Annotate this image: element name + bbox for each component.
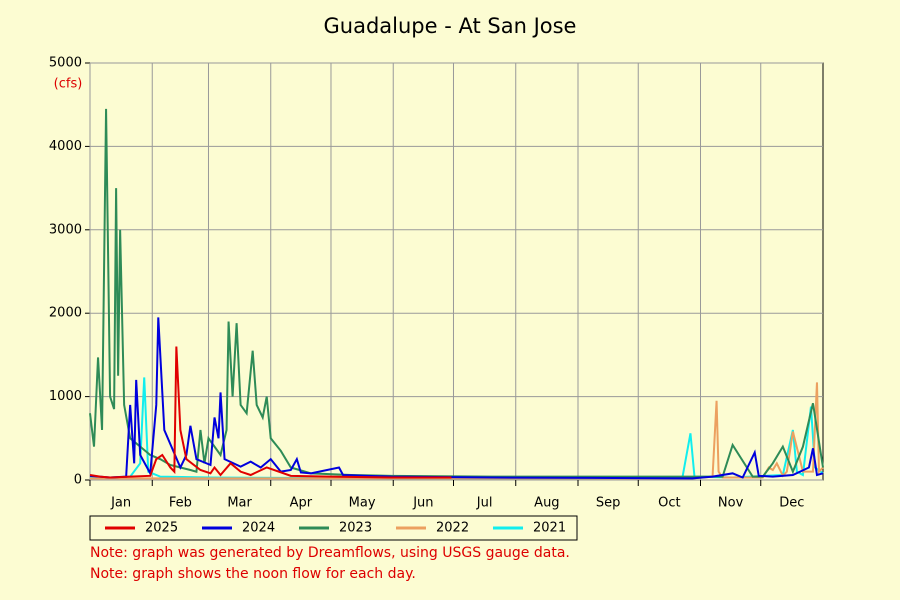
x-tick-label: Sep — [596, 496, 621, 511]
y-tick-label: 0 — [74, 473, 82, 488]
legend-box — [89, 515, 578, 541]
x-tick-label: Mar — [227, 496, 252, 511]
x-tick-label: Dec — [779, 496, 804, 511]
x-tick-label: Jul — [476, 496, 493, 511]
x-tick-label: Aug — [534, 496, 559, 511]
legend-label: 2024 — [242, 521, 275, 536]
y-tick-label: 2000 — [49, 306, 82, 321]
x-tick-label: May — [349, 496, 376, 511]
x-tick-label: Jun — [412, 496, 433, 511]
note: Note: graph was generated by Dreamflows,… — [90, 545, 570, 561]
x-tick-label: Apr — [290, 496, 313, 511]
y-tick-label: 5000 — [49, 56, 82, 71]
legend-label: 2025 — [145, 521, 178, 536]
x-tick-label: Jan — [110, 496, 131, 511]
x-tick-label: Oct — [658, 496, 680, 511]
series-line — [89, 108, 824, 478]
y-tick-label: 3000 — [49, 222, 82, 237]
note: Note: graph shows the noon flow for each… — [90, 566, 416, 582]
series-line — [89, 346, 452, 479]
series-line — [89, 317, 824, 480]
x-tick-label: Nov — [718, 496, 744, 511]
chart-title: Guadalupe - At San Jose — [324, 14, 577, 38]
legend-label: 2023 — [339, 521, 372, 536]
legend-label: 2022 — [436, 521, 469, 536]
legend-label: 2021 — [533, 521, 566, 536]
y-tick-label: 1000 — [49, 389, 82, 404]
y-tick-label: 4000 — [49, 139, 82, 154]
y-axis-label: (cfs) — [54, 77, 83, 92]
x-tick-label: Feb — [169, 496, 192, 511]
